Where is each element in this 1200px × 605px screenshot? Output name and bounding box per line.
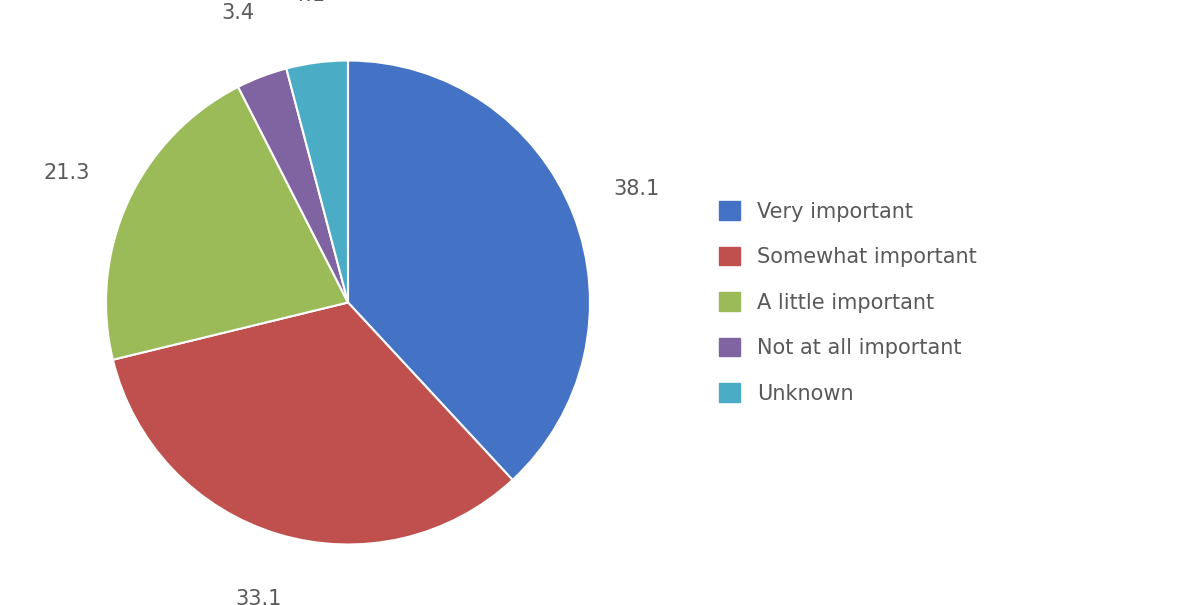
Text: 33.1: 33.1 bbox=[235, 589, 282, 605]
Text: 4.1: 4.1 bbox=[292, 0, 325, 5]
Wedge shape bbox=[238, 68, 348, 302]
Text: 21.3: 21.3 bbox=[43, 163, 90, 183]
Text: 38.1: 38.1 bbox=[613, 179, 660, 200]
Wedge shape bbox=[348, 60, 590, 480]
Wedge shape bbox=[106, 87, 348, 360]
Wedge shape bbox=[287, 60, 348, 302]
Legend: Very important, Somewhat important, A little important, Not at all important, Un: Very important, Somewhat important, A li… bbox=[709, 191, 986, 414]
Text: 3.4: 3.4 bbox=[221, 3, 254, 23]
Wedge shape bbox=[113, 302, 512, 544]
